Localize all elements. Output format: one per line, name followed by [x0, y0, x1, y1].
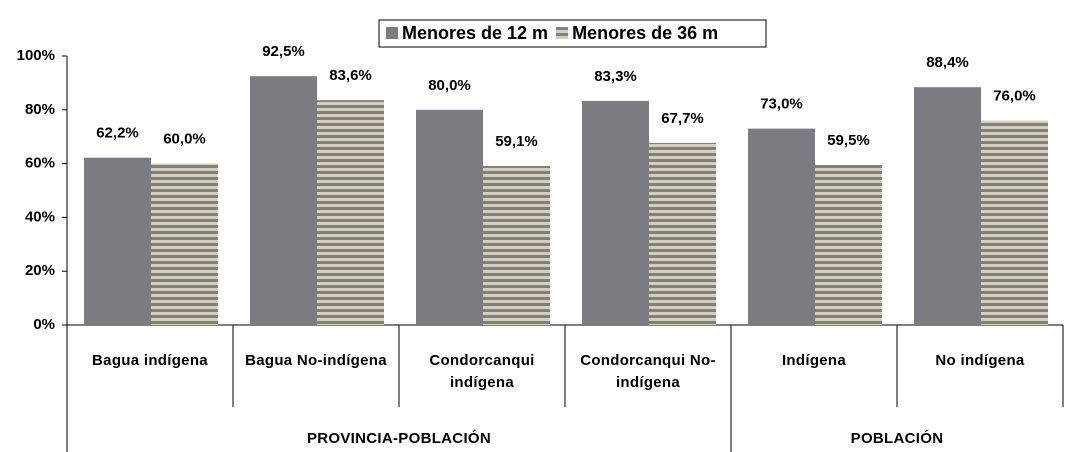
y-tick-label: 100% — [17, 47, 55, 64]
bar — [582, 100, 649, 325]
x-tick-label: Indígena — [781, 352, 847, 369]
y-tick-label: 80% — [25, 101, 55, 118]
y-tick-label: 60% — [25, 155, 55, 172]
bar — [317, 100, 384, 325]
value-label: 80,0% — [428, 77, 471, 94]
bar — [914, 87, 981, 325]
value-label: 83,3% — [594, 68, 637, 85]
value-label: 60,0% — [163, 131, 206, 148]
group-label: PROVINCIA-POBLACIÓN — [306, 430, 492, 447]
bar — [416, 109, 483, 325]
y-tick-label: 40% — [25, 208, 55, 225]
y-tick-label: 0% — [33, 316, 55, 333]
bar — [250, 76, 317, 325]
x-tick-label: Bagua indígena — [92, 352, 208, 369]
bar — [981, 120, 1048, 325]
legend-label: Menores de 36 m — [572, 23, 718, 43]
value-label: 76,0% — [993, 88, 1036, 105]
value-label: 67,7% — [661, 110, 704, 127]
legend-box — [378, 19, 767, 48]
bar — [151, 163, 218, 325]
value-label: 59,1% — [495, 133, 538, 150]
value-label: 73,0% — [760, 96, 803, 113]
x-tick-label: Condorcanqui No-indígena — [580, 352, 716, 391]
x-tick-label: No indígena — [935, 352, 1025, 369]
value-label: 92,5% — [262, 43, 305, 60]
value-label: 88,4% — [926, 54, 969, 71]
value-label: 62,2% — [96, 125, 139, 142]
bar — [84, 157, 151, 325]
x-tick-label: Condorcanqui indígena — [429, 352, 535, 391]
value-label: 83,6% — [329, 67, 372, 84]
y-tick-label: 20% — [25, 262, 55, 279]
x-tick-label: Bagua No-indígena — [245, 352, 387, 369]
bar — [483, 166, 550, 325]
legend-swatch — [386, 27, 398, 39]
bar — [649, 142, 716, 325]
value-label: 59,5% — [827, 132, 870, 149]
legend-swatch — [556, 27, 569, 39]
group-label: POBLACIÓN — [850, 430, 944, 447]
legend-label: Menores de 12 m — [402, 23, 548, 43]
bar — [748, 128, 815, 325]
bar — [815, 164, 882, 325]
